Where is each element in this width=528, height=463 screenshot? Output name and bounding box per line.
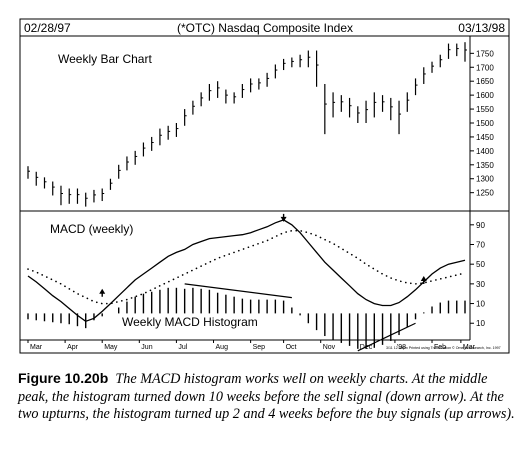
histogram-label: Weekly MACD Histogram [122, 315, 258, 329]
price-tick-label: 1750 [476, 49, 494, 58]
month-label: Jun [141, 344, 152, 351]
buy-arrow-up-icon [99, 288, 106, 297]
macd-tick-label: 10 [476, 319, 485, 328]
macd-tick-label: 30 [476, 280, 485, 289]
sell-arrow-down-icon [280, 213, 287, 222]
price-tick-label: 1400 [476, 147, 494, 156]
month-label: May [104, 344, 118, 351]
price-tick-label: 1700 [476, 63, 494, 72]
month-label: Mar [463, 344, 476, 351]
month-label: Jul [178, 344, 187, 351]
price-tick-label: 1450 [476, 133, 494, 142]
histogram-trendline-up [357, 322, 416, 352]
buy-arrow-up-icon [420, 275, 427, 284]
header-date-right: 03/13/98 [458, 21, 505, 35]
month-label: '98 [397, 344, 406, 351]
month-label: Oct [286, 344, 297, 351]
macd-tick-label: 10 [476, 300, 485, 309]
figure-number: Figure 10.20b [18, 370, 109, 386]
macd-panel-title: MACD (weekly) [50, 222, 133, 236]
price-panel-title: Weekly Bar Chart [58, 52, 152, 66]
month-label: Nov [323, 344, 336, 351]
histogram-trendline-down [184, 283, 292, 299]
footer-credit: 3/11 12:48pm Printed using TradeStation … [386, 346, 501, 350]
macd-tick-label: 90 [476, 221, 485, 230]
figure-caption: Figure 10.20b The MACD histogram works w… [18, 370, 518, 424]
price-tick-label: 1550 [476, 105, 494, 114]
caption-text: The MACD histogram works well on weekly … [18, 371, 515, 422]
macd-tick-label: 70 [476, 240, 485, 249]
month-label: Aug [216, 344, 229, 351]
price-tick-label: 1500 [476, 119, 494, 128]
price-tick-label: 1600 [476, 91, 494, 100]
macd-tick-label: 50 [476, 260, 485, 269]
price-tick-label: 1650 [476, 77, 494, 86]
macd-line [27, 219, 466, 323]
month-label: Mar [30, 344, 43, 351]
month-label: Apr [67, 344, 79, 351]
chart-frame [19, 18, 510, 354]
month-label: Dec [360, 344, 373, 351]
month-label: Feb [434, 344, 446, 351]
header-title: (*OTC) Nasdaq Composite Index [177, 21, 353, 35]
price-tick-label: 1350 [476, 161, 494, 170]
price-tick-label: 1300 [476, 175, 494, 184]
month-label: Sep [253, 344, 266, 351]
header-date-left: 02/28/97 [24, 21, 71, 35]
price-tick-label: 1250 [476, 189, 494, 198]
